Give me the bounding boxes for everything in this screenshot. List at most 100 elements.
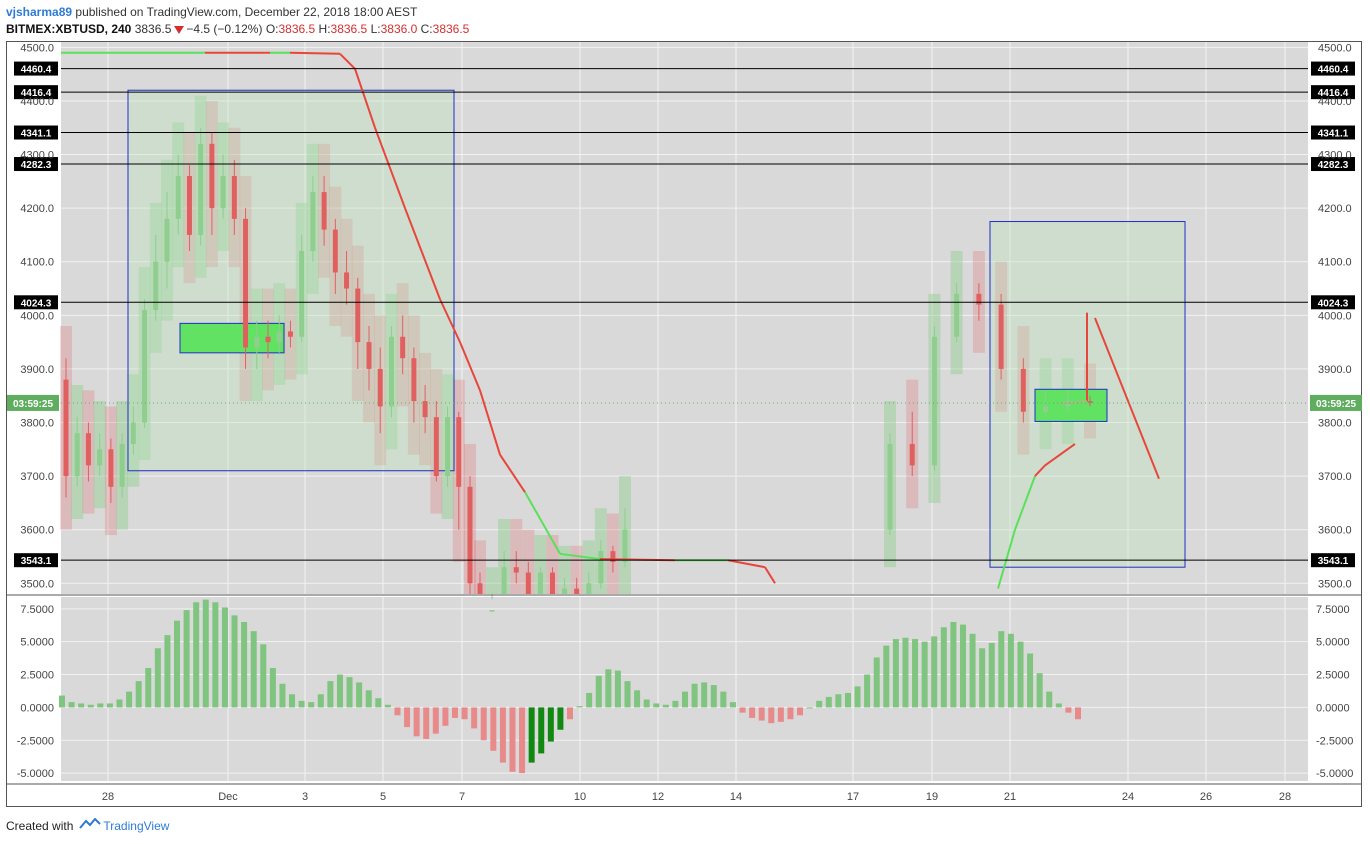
ma-segment xyxy=(727,559,766,569)
price-level-tag xyxy=(14,85,58,100)
histogram-bar xyxy=(298,700,305,708)
publish-line: vjsharma89 published on TradingView.com,… xyxy=(6,4,469,21)
histogram-bar xyxy=(787,707,794,720)
ma-segment xyxy=(764,566,776,584)
candle-body xyxy=(332,229,338,273)
price-tick-label: 3800.0 xyxy=(1318,418,1352,430)
price-tick-label: 4500.0 xyxy=(1318,42,1352,54)
histogram-bar xyxy=(375,698,382,708)
candle-body xyxy=(186,175,192,235)
candle-body xyxy=(422,401,428,418)
candle-body xyxy=(310,192,316,252)
price-tick-label: 4100.0 xyxy=(1318,257,1352,269)
histogram-bar xyxy=(768,707,775,724)
candle-body xyxy=(456,417,462,487)
histogram-bar xyxy=(567,707,573,720)
candle-body xyxy=(622,529,628,562)
histogram-bar xyxy=(835,694,842,708)
candle-body xyxy=(63,379,69,477)
candle-body xyxy=(467,486,473,584)
indicator-tick-label: 0.0000 xyxy=(1316,702,1350,714)
price-tick-label: 4100.0 xyxy=(20,257,54,269)
ma-segment xyxy=(404,207,441,300)
indicator-tick-label: 5.0000 xyxy=(1316,637,1350,649)
price-tick-label: 4400.0 xyxy=(20,96,54,108)
indicator-tick-label: 5.0000 xyxy=(20,637,54,649)
ma-segment xyxy=(559,552,601,561)
price-pane-bg xyxy=(61,42,1308,594)
symbol-label: BITMEX:XBTUSD, 240 xyxy=(6,22,132,36)
time-tick-label: 10 xyxy=(574,791,586,803)
candle-body xyxy=(85,433,91,466)
histogram-bar xyxy=(624,681,631,708)
current-price-tag xyxy=(1310,394,1362,411)
band-segment xyxy=(534,535,547,594)
price-level-label: 4416.4 xyxy=(21,88,52,99)
candle-body xyxy=(574,588,580,594)
price-level-label: 4282.3 xyxy=(1318,160,1349,171)
candle-body xyxy=(231,175,237,219)
price-level-tag xyxy=(14,295,58,310)
histogram-bar xyxy=(480,707,487,741)
candle-body xyxy=(119,443,125,487)
histogram-bar xyxy=(174,620,181,708)
histogram-bar xyxy=(442,707,449,726)
low-label: L: xyxy=(370,22,381,36)
high-value: 3836.5 xyxy=(330,22,368,36)
published-text: published on TradingView.com, December 2… xyxy=(75,5,418,19)
histogram-bar xyxy=(317,694,324,708)
band-segment xyxy=(486,567,499,594)
indicator-tick-label: 2.5000 xyxy=(1316,670,1350,682)
price-tick-label: 4000.0 xyxy=(20,310,54,322)
price-tick-label: 3900.0 xyxy=(20,364,54,376)
close-label: C: xyxy=(420,22,433,36)
price-level-label: 4024.3 xyxy=(1318,298,1349,309)
candle-body xyxy=(74,433,80,477)
price-tick-label: 4200.0 xyxy=(20,203,54,215)
candle-body xyxy=(1020,368,1026,412)
histogram-bar xyxy=(413,707,420,737)
author-link[interactable]: vjsharma89 xyxy=(6,5,73,19)
histogram-bar xyxy=(423,707,430,739)
candle-body xyxy=(388,336,394,407)
price-level-label: 4024.3 xyxy=(21,298,52,309)
candle-body xyxy=(477,583,483,594)
price-level-label: 3543.1 xyxy=(21,556,52,567)
price-tick-label: 4200.0 xyxy=(1318,203,1352,215)
histogram-bar xyxy=(164,635,171,708)
histogram-bar xyxy=(183,610,190,708)
band-segment xyxy=(546,535,559,594)
indicator-tick-label: -2.5000 xyxy=(1316,735,1353,747)
histogram-bar xyxy=(988,643,995,708)
indicator-tick-label: 0.0000 xyxy=(20,702,54,714)
histogram-bar xyxy=(432,707,439,734)
histogram-bar xyxy=(356,682,363,708)
time-tick-label: 28 xyxy=(102,791,114,803)
grid xyxy=(61,42,1308,781)
tradingview-link[interactable]: TradingView xyxy=(103,818,170,833)
price-tick-label: 4300.0 xyxy=(1318,150,1352,162)
histogram xyxy=(59,599,1081,774)
histogram-bar xyxy=(797,707,804,716)
histogram-bar xyxy=(576,706,583,708)
ma-segment xyxy=(289,51,341,55)
candle-body xyxy=(909,443,915,466)
chart-frame[interactable] xyxy=(6,41,1362,807)
price-level-label: 4416.4 xyxy=(1318,88,1349,99)
band-segment xyxy=(570,545,583,594)
histogram-bar xyxy=(662,704,669,708)
histogram-bar xyxy=(595,675,602,708)
axes: 4500.0 4500.0 4400.0 4400.0 4300.0 4300.0 4200… xyxy=(17,42,1354,803)
projection-line xyxy=(1094,317,1160,480)
histogram-bar xyxy=(864,674,871,708)
histogram-bar xyxy=(490,707,497,751)
last-price: 3836.5 xyxy=(134,22,172,36)
histogram-bar xyxy=(519,707,526,774)
histogram-bar xyxy=(710,685,717,708)
created-with: Created with xyxy=(6,818,74,833)
ma-segment xyxy=(997,529,1016,589)
histogram-bar xyxy=(97,703,104,708)
price-level-tag xyxy=(1311,125,1355,140)
candle-body xyxy=(976,293,982,305)
